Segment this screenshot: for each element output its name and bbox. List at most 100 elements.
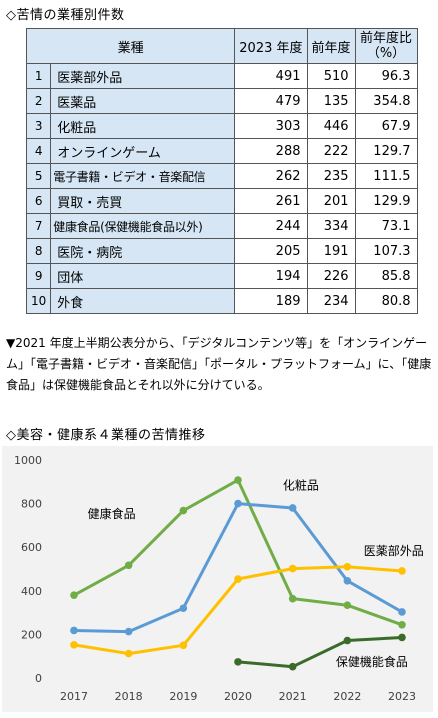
table-row: 4 オンラインゲーム 288 222 129.7: [25, 138, 418, 164]
footnote: ▼2021 年度上半期公表分から、「デジタルコンテンツ等」を「オンラインゲーム」…: [6, 336, 432, 392]
rank-cell: 3: [25, 113, 52, 139]
industry-cell: 医薬品: [50, 88, 236, 114]
header-industry: 業種: [25, 28, 236, 64]
data-point: [398, 621, 406, 629]
rank-cell: 4: [25, 138, 52, 164]
complaint-trend-chart: 0 200 400 600 800 1000 2017 2018 2019 2020 2021 202…: [2, 446, 433, 712]
prev-year-cell: 222: [306, 138, 356, 164]
ratio-cell: 96.3: [354, 63, 418, 89]
x-tick-label: 2023: [388, 690, 416, 703]
table-row: 3 化粧品 303 446 67.9: [25, 113, 418, 139]
prev-year-cell: 235: [306, 163, 356, 189]
x-tick-label: 2022: [333, 690, 361, 703]
series-line: [237, 636, 403, 669]
industry-cell: オンラインゲーム: [50, 138, 236, 164]
chart-heading: ◇美容・健康系４業種の苦情推移: [6, 428, 206, 443]
data-point: [234, 499, 242, 508]
y2023-cell: 288: [234, 138, 308, 164]
table-row: 5 電子書籍・ビデオ・音楽配信 262 235 111.5: [25, 163, 418, 189]
table-row: 6 買取・売買 261 201 129.9: [25, 188, 418, 214]
x-tick-label: 2017: [60, 690, 88, 703]
line-chart: 0 200 400 600 800 1000 2017 2018 2019 2020 2021 202…: [14, 454, 424, 703]
ratio-cell: 111.5: [354, 163, 418, 189]
y2023-cell: 244: [234, 213, 308, 239]
header-yoy-ratio-line1: 前年度比: [360, 31, 413, 46]
ratio-cell: 107.3: [354, 238, 418, 264]
data-point: [398, 633, 406, 642]
y-tick-label: 200: [21, 628, 42, 641]
data-point: [234, 658, 242, 666]
prev-year-cell: 226: [306, 263, 356, 289]
rank-cell: 10: [25, 288, 52, 314]
y2023-cell: 261: [234, 188, 308, 214]
header-yoy-ratio: 前年度比 （%）: [354, 28, 418, 64]
rank-cell: 9: [25, 263, 52, 289]
data-point: [234, 476, 242, 484]
rank-cell: 8: [25, 238, 52, 264]
ratio-cell: 129.9: [354, 188, 418, 214]
x-tick-label: 2020: [224, 690, 252, 703]
rank-cell: 1: [25, 63, 52, 89]
prev-year-cell: 510: [306, 63, 356, 89]
data-point: [343, 636, 352, 645]
y-tick-label: 800: [21, 498, 42, 511]
table-row: 2 医薬品 479 135 354.8: [25, 88, 418, 114]
industry-cell: 健康食品(保健機能食品以外): [50, 213, 236, 239]
data-point: [124, 649, 133, 658]
complaints-by-industry-table: 業種 2023 年度 前年度 前年度比 （%） 1 医薬部外品 491 510 96.3 2…: [25, 28, 418, 314]
data-point: [288, 662, 297, 671]
rank-cell: 7: [25, 213, 52, 239]
data-point: [70, 626, 78, 635]
ratio-cell: 85.8: [354, 263, 418, 289]
table-row: 8 医院・病院 205 191 107.3: [25, 238, 418, 264]
prev-year-cell: 334: [306, 213, 356, 239]
ratio-cell: 67.9: [354, 113, 418, 139]
y2023-cell: 479: [234, 88, 308, 114]
data-point: [288, 504, 297, 512]
data-point: [343, 563, 352, 571]
data-point: [124, 561, 133, 570]
ratio-cell: 73.1: [354, 213, 418, 239]
industry-cell: 化粧品: [50, 113, 236, 139]
prev-year-cell: 191: [306, 238, 356, 264]
x-tick-label: 2019: [169, 690, 197, 703]
prev-year-cell: 135: [306, 88, 356, 114]
table-heading: ◇苦情の業種別件数: [6, 8, 125, 23]
data-point: [288, 564, 297, 573]
x-tick-label: 2018: [115, 690, 143, 703]
series-label: 医薬部外品: [364, 543, 424, 558]
industry-cell: 医薬部外品: [50, 63, 236, 89]
ratio-cell: 80.8: [354, 288, 418, 314]
header-prev-year: 前年度: [306, 28, 356, 64]
industry-cell: 団体: [50, 263, 236, 289]
data-point: [234, 575, 242, 583]
series-label: 保健機能食品: [336, 654, 408, 669]
table-row: 9 団体 194 226 85.8: [25, 263, 418, 289]
industry-cell: 電子書籍・ビデオ・音楽配信: [50, 163, 236, 189]
data-point: [70, 641, 78, 649]
prev-year-cell: 201: [306, 188, 356, 214]
series-label: 化粧品: [283, 478, 319, 492]
table-row: 1 医薬部外品 491 510 96.3: [25, 63, 418, 89]
y2023-cell: 262: [234, 163, 308, 189]
ratio-cell: 129.7: [354, 138, 418, 164]
data-point: [179, 604, 188, 613]
data-point: [179, 506, 188, 515]
y-tick-label: 0: [35, 672, 42, 685]
y2023-cell: 303: [234, 113, 308, 139]
rank-cell: 5: [25, 163, 52, 189]
ratio-cell: 354.8: [354, 88, 418, 114]
y-tick-label: 1000: [14, 454, 42, 467]
table-row: 7 健康食品(保健機能食品以外) 244 334 73.1: [25, 213, 418, 239]
y2023-cell: 194: [234, 263, 308, 289]
industry-cell: 医院・病院: [50, 238, 236, 264]
y2023-cell: 205: [234, 238, 308, 264]
header-2023: 2023 年度: [234, 28, 308, 64]
data-point: [343, 601, 352, 609]
data-point: [124, 627, 133, 636]
data-point: [179, 641, 188, 650]
data-point: [398, 608, 406, 616]
y-tick-label: 600: [21, 541, 42, 554]
prev-year-cell: 234: [306, 288, 356, 314]
x-tick-label: 2021: [279, 690, 307, 703]
